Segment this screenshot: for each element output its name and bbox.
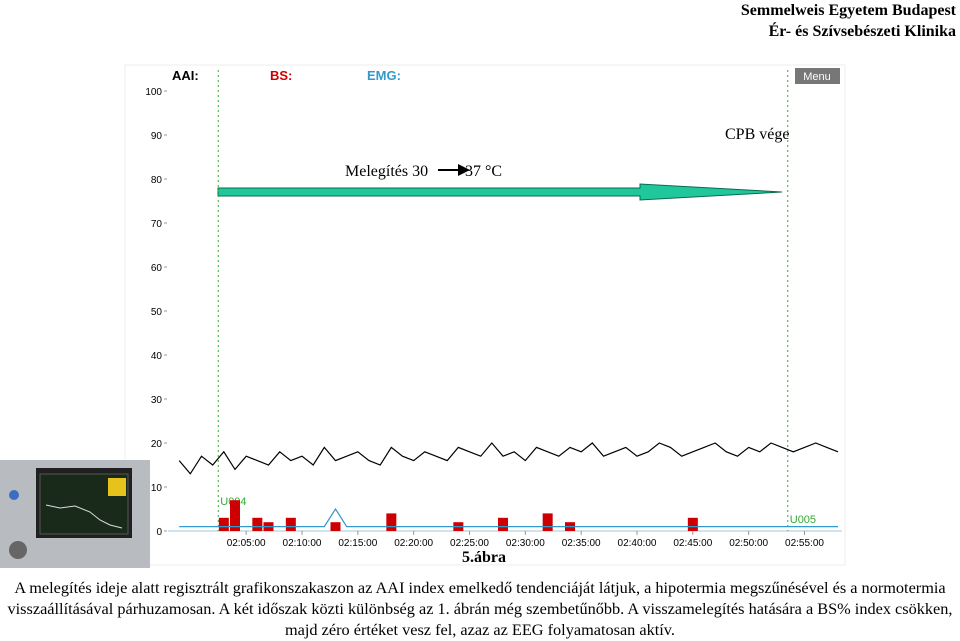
x-tick-label: 02:10:00 — [283, 538, 322, 549]
aai-line — [178, 442, 839, 475]
y-tick-label: 50 — [151, 307, 163, 318]
y-tick-label: 10 — [151, 483, 163, 494]
photo-digit — [108, 478, 126, 496]
header-line: Semmelweis Egyetem Budapest — [740, 2, 956, 19]
warming-arrow — [217, 183, 783, 201]
emg-line — [179, 507, 838, 528]
legend-label: BS: — [270, 68, 292, 83]
bs-bar — [285, 517, 296, 531]
bs-bar — [386, 513, 397, 531]
header: Semmelweis Egyetem Budapest Ér- és Szívs… — [741, 0, 956, 42]
bs-bar — [230, 500, 240, 531]
y-tick-label: 0 — [156, 527, 162, 538]
y-tick-label: 30 — [151, 395, 163, 406]
legend-label: AAI: — [172, 68, 199, 83]
y-tick-label: 40 — [151, 351, 163, 362]
annotation: CPB vége — [725, 126, 789, 143]
x-tick-label: 02:15:00 — [338, 538, 377, 549]
caption: A melegítés ideje alatt regisztrált graf… — [7, 578, 953, 639]
x-tick-label: 02:45:00 — [673, 538, 712, 549]
figure-label: 5.ábra — [462, 549, 506, 566]
small-arrow-head — [458, 164, 470, 176]
photo-trace — [45, 504, 123, 529]
y-tick-label: 20 — [151, 439, 163, 450]
bs-bar — [218, 517, 229, 531]
photo-knob — [9, 541, 27, 559]
photo-button — [9, 490, 19, 500]
x-tick-label: 02:20:00 — [394, 538, 433, 549]
y-tick-label: 100 — [145, 87, 162, 98]
y-tick-label: 90 — [151, 131, 163, 142]
menu-label[interactable]: Menu — [803, 71, 831, 83]
y-tick-label: 70 — [151, 219, 163, 230]
x-tick-label: 02:05:00 — [227, 538, 266, 549]
header-line: Ér- és Szívsebészeti Klinika — [768, 23, 956, 40]
y-tick-label: 60 — [151, 263, 163, 274]
x-tick-label: 02:40:00 — [618, 538, 657, 549]
menu-button[interactable] — [795, 68, 840, 84]
annotation: Melegítés 30 — [345, 163, 428, 180]
event-label: U005 — [790, 514, 816, 526]
x-tick-label: 02:55:00 — [785, 538, 824, 549]
monitor-photo — [0, 460, 150, 568]
bs-bar — [542, 513, 553, 531]
bs-bar — [498, 517, 508, 531]
x-tick-label: 02:25:00 — [450, 538, 489, 549]
x-tick-label: 02:35:00 — [562, 538, 601, 549]
bs-bar — [330, 522, 341, 531]
annotation: 37 °C — [465, 163, 502, 180]
bs-bar — [252, 517, 263, 531]
bs-bar — [687, 517, 698, 531]
chart-panel — [124, 64, 846, 566]
x-tick-label: 02:50:00 — [729, 538, 768, 549]
y-tick-label: 80 — [151, 175, 163, 186]
x-tick-label: 02:30:00 — [506, 538, 545, 549]
chart: Menu CPB vége Melegítés 30 37 °C 5.ábra … — [0, 64, 846, 568]
legend-label: EMG: — [367, 68, 401, 83]
